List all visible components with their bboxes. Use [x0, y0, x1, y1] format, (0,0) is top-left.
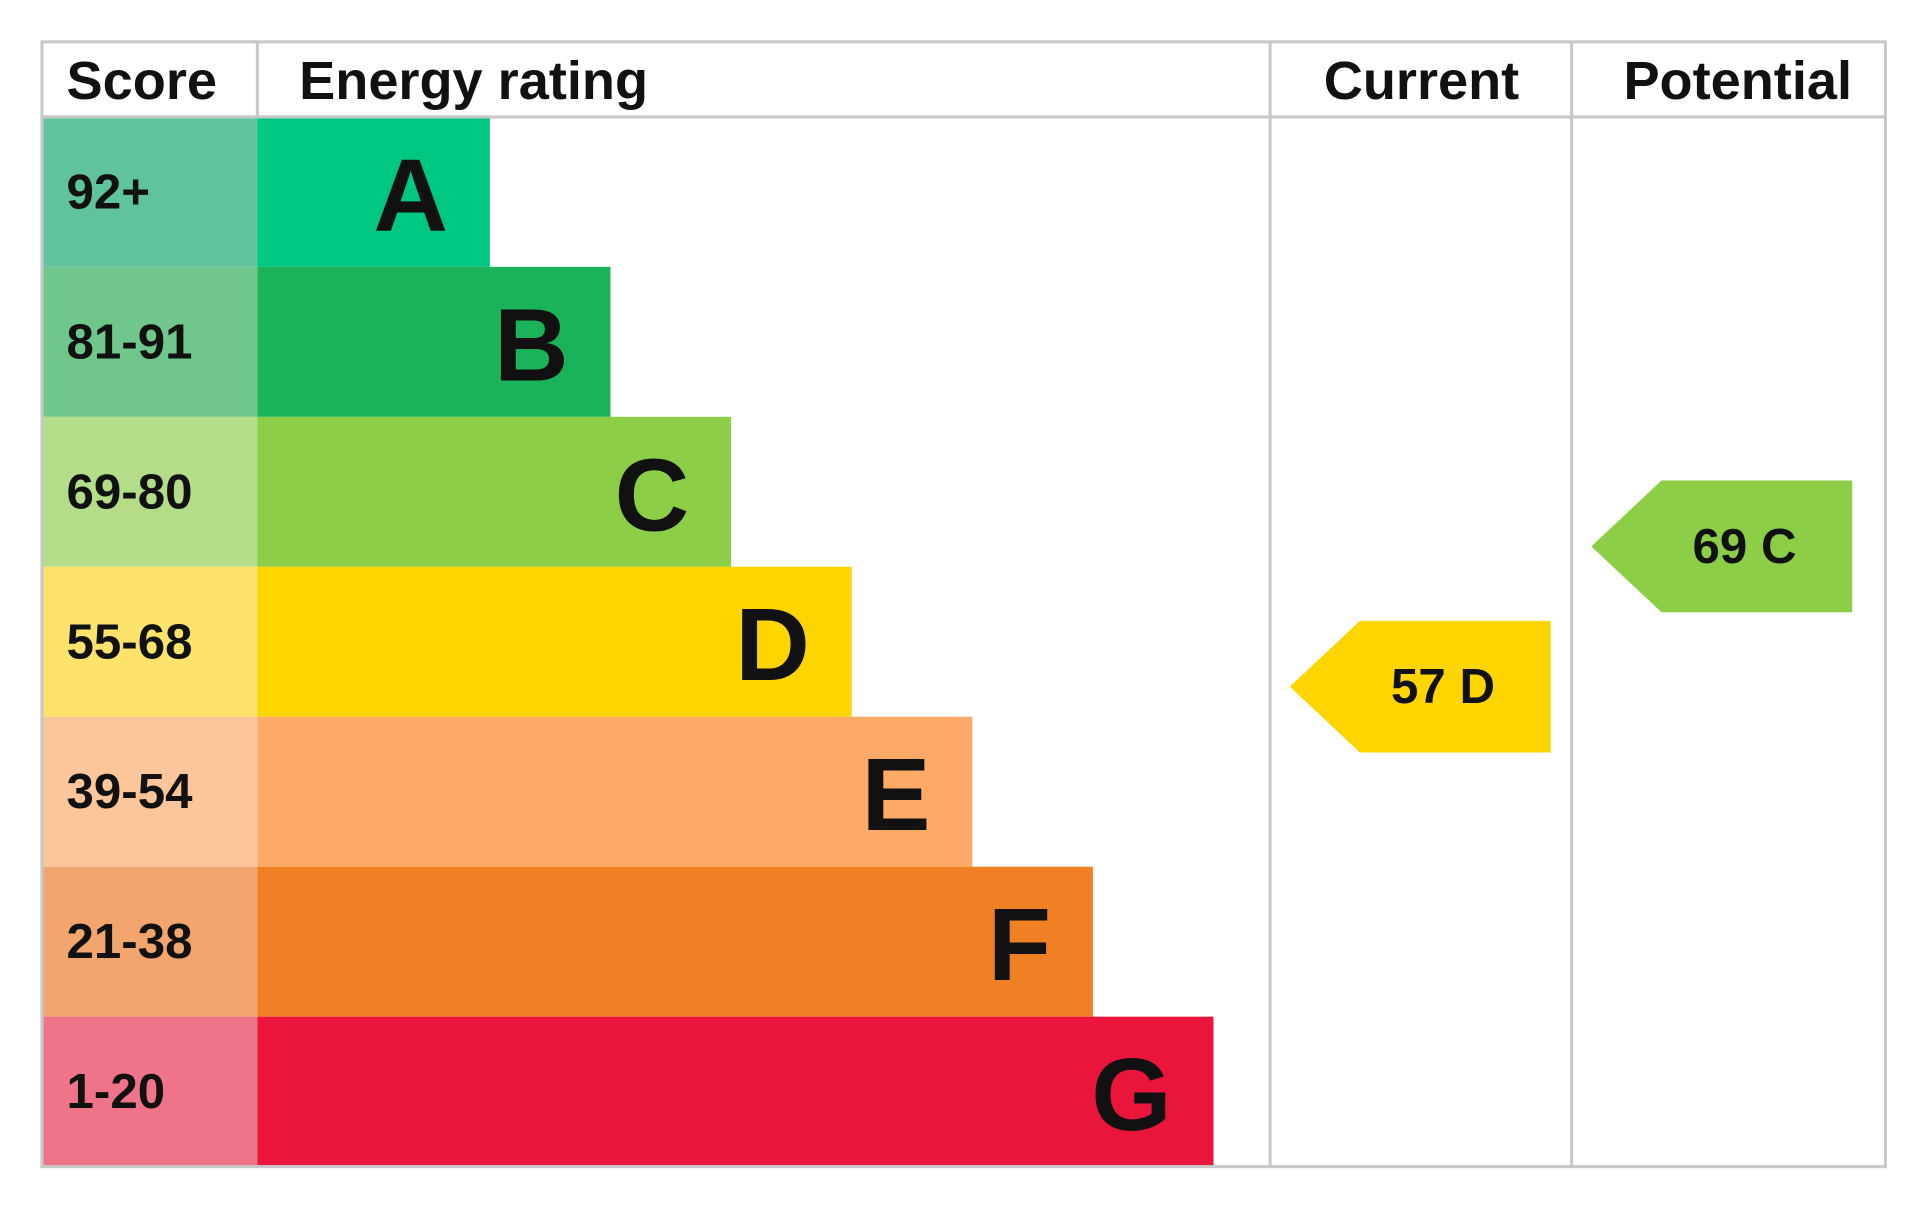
header-potential: Potential — [1623, 51, 1852, 111]
score-range: 81-91 — [67, 314, 193, 369]
rating-bar — [257, 566, 852, 717]
score-cell — [43, 716, 258, 867]
rating-bar — [257, 116, 490, 267]
score-cell — [43, 416, 258, 567]
rating-letter: G — [1091, 1036, 1171, 1152]
arrow-label: 69 C — [1693, 519, 1797, 574]
rating-bar — [257, 416, 732, 567]
score-cell — [43, 116, 258, 267]
table-rules — [40, 40, 1887, 1169]
arrow-label: 57 D — [1391, 659, 1495, 714]
score-range: 69-80 — [67, 464, 193, 519]
rating-bar — [257, 866, 1093, 1017]
rating-letter: A — [373, 136, 448, 252]
header-score: Score — [67, 51, 217, 111]
score-range: 1-20 — [67, 1064, 166, 1119]
score-cell — [43, 1016, 258, 1167]
score-range: 92+ — [67, 164, 150, 219]
score-cell — [43, 566, 258, 717]
score-range: 55-68 — [67, 614, 193, 669]
rating-arrow — [1289, 620, 1551, 753]
score-cell — [43, 266, 258, 417]
score-cell — [43, 866, 258, 1017]
rating-letter: C — [615, 436, 690, 552]
rating-bar — [257, 716, 973, 867]
rating-letter: B — [494, 286, 569, 402]
rating-letter: F — [988, 886, 1051, 1002]
header-rating: Energy rating — [299, 51, 648, 111]
rating-letter: E — [862, 736, 931, 852]
score-range: 21-38 — [67, 914, 193, 969]
rating-letter: D — [735, 586, 810, 702]
table-border — [40, 40, 1887, 1169]
score-range: 39-54 — [67, 764, 194, 819]
rating-bar — [257, 1016, 1214, 1167]
rating-arrow — [1591, 480, 1853, 613]
rating-bar — [257, 266, 611, 417]
header-current: Current — [1324, 51, 1519, 111]
